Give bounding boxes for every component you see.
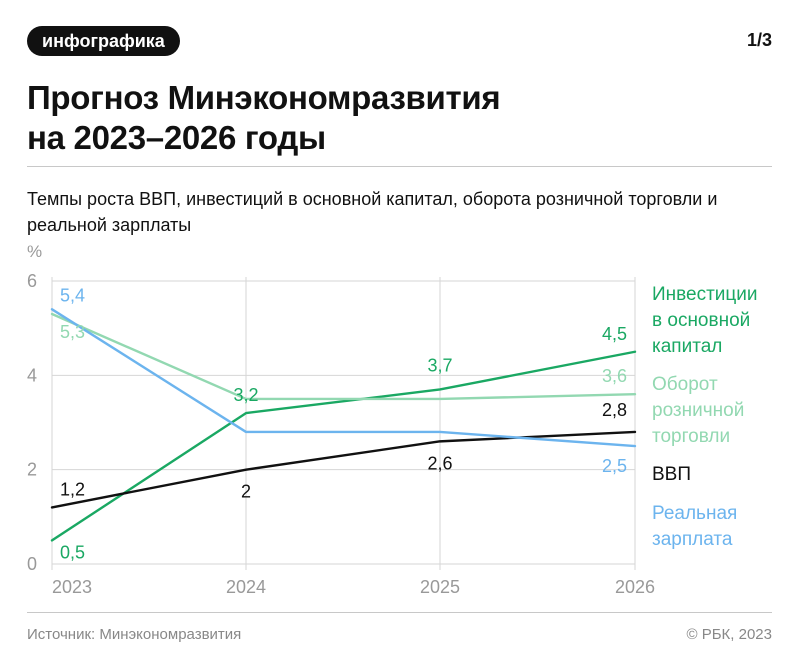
legend-entry-retail: торговли — [652, 426, 730, 447]
top-divider — [27, 166, 772, 167]
legend-entry-retail: Оборот — [652, 374, 718, 395]
page-title: Прогноз Минэкономразвития на 2023–2026 г… — [27, 78, 667, 158]
series-line-inv — [50, 350, 637, 542]
y-tick-label: 4 — [27, 365, 37, 385]
data-label-gdp: 2 — [241, 482, 251, 502]
x-tick-label: 2024 — [226, 577, 266, 597]
data-label-inv: 0,5 — [60, 542, 85, 562]
data-label-wage: 5,4 — [60, 285, 85, 305]
data-label-inv: 4,5 — [602, 324, 627, 344]
data-label-retail: 5,3 — [60, 322, 85, 342]
data-label-gdp: 2,8 — [602, 400, 627, 420]
x-tick-label: 2023 — [52, 577, 92, 597]
y-unit-label: % — [27, 242, 42, 261]
data-label-inv: 3,7 — [427, 355, 452, 375]
series-line-retail — [50, 312, 637, 401]
legend-entry-wage: зарплата — [652, 529, 733, 550]
title-line-2: на 2023–2026 годы — [27, 119, 326, 156]
data-label-retail: 3,6 — [602, 366, 627, 386]
y-tick-label: 0 — [27, 554, 37, 574]
data-label-gdp: 2,6 — [427, 453, 452, 473]
data-label-inv: 3,2 — [233, 385, 258, 405]
data-label-wage: 2,5 — [602, 456, 627, 476]
bottom-divider — [27, 612, 772, 613]
series-line-wage — [50, 308, 637, 448]
page-counter: 1/3 — [746, 30, 772, 50]
legend-entry-gdp: ВВП — [652, 464, 691, 485]
chart-subtitle: Темпы роста ВВП, инвестиций в основной к… — [27, 189, 718, 235]
copyright-note: © РБК, 2023 — [686, 626, 772, 643]
data-label-gdp: 1,2 — [60, 479, 85, 499]
y-tick-label: 6 — [27, 271, 37, 291]
source-note: Источник: Минэкономразвития — [27, 626, 242, 643]
legend-entry-wage: Реальная — [652, 503, 737, 524]
y-tick-label: 2 — [27, 460, 37, 480]
x-tick-label: 2026 — [615, 577, 655, 597]
category-badge: инфографика — [27, 26, 180, 56]
legend-entry-inv: в основной — [652, 310, 750, 331]
series-line-gdp — [50, 430, 637, 509]
legend-entry-inv: Инвестиции — [652, 284, 758, 305]
title-line-1: Прогноз Минэкономразвития — [27, 79, 501, 116]
legend-entry-retail: розничной — [652, 400, 744, 421]
legend-entry-inv: капитал — [652, 336, 722, 357]
x-tick-label: 2025 — [420, 577, 460, 597]
